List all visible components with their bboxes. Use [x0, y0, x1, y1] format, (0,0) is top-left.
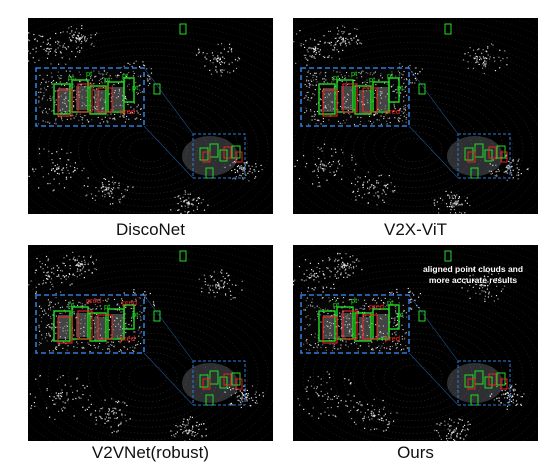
focus-box — [192, 360, 246, 406]
zoom-connector — [143, 294, 194, 362]
annotation-line-2: more accurate results — [428, 275, 518, 285]
zoom-inset — [300, 294, 410, 354]
annotation-line-1: aligned point clouds and — [422, 264, 524, 274]
box-label: pt — [369, 75, 376, 84]
scene-detections — [418, 23, 508, 179]
box-label: pt — [122, 71, 129, 80]
zoom-connector — [143, 125, 194, 179]
box-label: pt — [132, 310, 139, 319]
scene-detections — [153, 23, 243, 179]
panel-v2x-vit: pt pt pt pt pt pred — [293, 18, 538, 214]
scan-rings — [293, 245, 538, 441]
caption-disconet: DiscoNet — [116, 220, 185, 239]
zoom-inset — [300, 67, 410, 127]
box-label: pred — [369, 302, 384, 311]
box-label: pt — [68, 300, 75, 309]
box-label: pt — [397, 310, 404, 319]
zoom-connector — [408, 125, 459, 179]
caption-v2x-vit: V2X-ViT — [384, 220, 447, 239]
box-label: pred — [385, 107, 400, 116]
box-label: pt — [333, 300, 340, 309]
caption-v2vnet-robust: V2VNet(robust) — [91, 443, 210, 462]
panel-disconet: pt pt pt pt pt pred — [28, 18, 273, 214]
panel-ours: pt pt pred pt pt pred aligned point clouds an… — [293, 245, 538, 441]
focus-box — [457, 360, 511, 406]
box-label: pred — [122, 298, 137, 307]
box-label: pt — [351, 296, 358, 305]
annotation-text: aligned point clouds and more accurate r… — [409, 264, 537, 286]
box-label: pt — [387, 71, 394, 80]
zoom-inset — [35, 294, 145, 354]
box-label: pred — [120, 334, 135, 343]
box-label: pred — [86, 296, 101, 305]
zoom-connector — [408, 352, 459, 406]
scene-detections — [418, 250, 508, 406]
box-label: pred — [120, 107, 135, 116]
point-speckles — [293, 252, 525, 441]
focus-box — [457, 133, 511, 179]
caption-ours: Ours — [397, 443, 434, 462]
box-label: pred — [385, 334, 400, 343]
box-label: pt — [132, 83, 139, 92]
box-label: pt — [387, 298, 394, 307]
panel-v2vnet-robust: pt pred pt pred pt pred — [28, 245, 273, 441]
scene-detections — [153, 250, 243, 406]
box-label: pt — [333, 73, 340, 82]
zoom-connector — [408, 294, 459, 362]
zoom-connector — [143, 352, 194, 406]
box-label: pt — [68, 73, 75, 82]
box-label: pt — [104, 75, 111, 84]
zoom-inset — [35, 67, 145, 127]
zoom-connector — [408, 67, 459, 135]
point-speckles — [293, 25, 529, 214]
box-label: pt — [351, 69, 358, 78]
box-label: pt — [86, 69, 93, 78]
zoom-connector — [143, 67, 194, 135]
box-label: pt — [104, 302, 111, 311]
box-label: pt — [397, 83, 404, 92]
focus-box — [192, 133, 246, 179]
